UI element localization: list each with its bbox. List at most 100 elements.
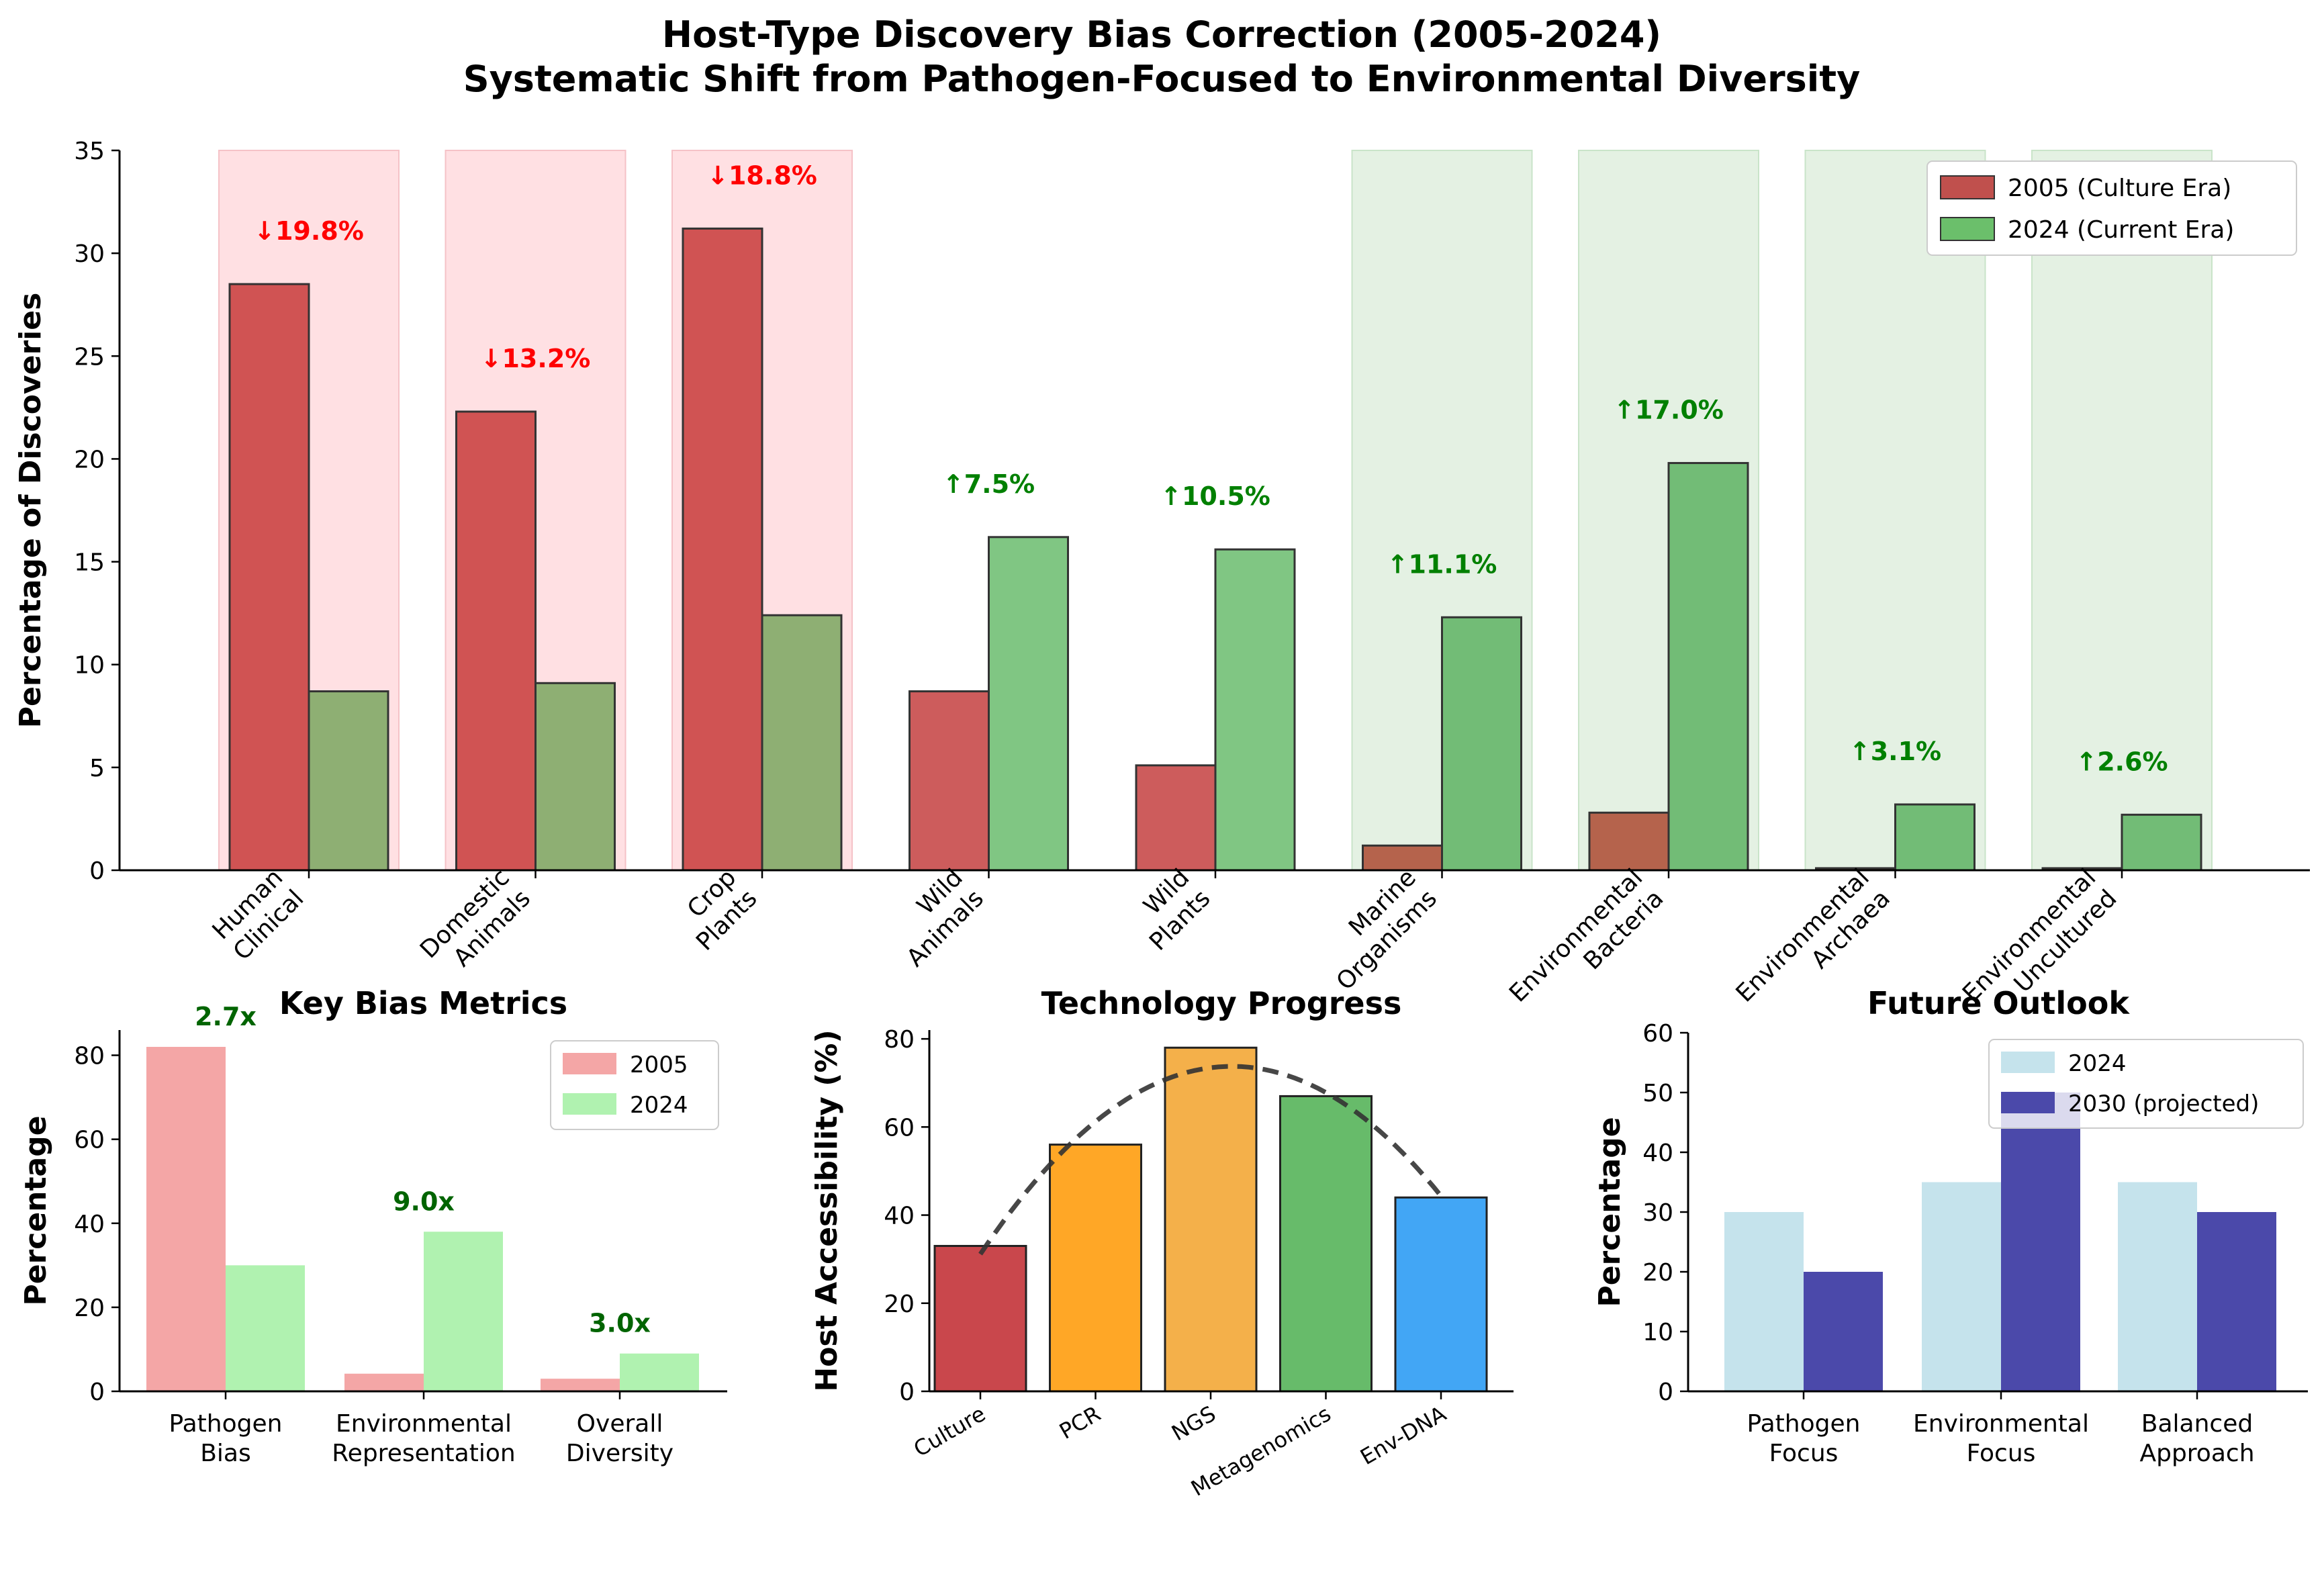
bar-2030-projected xyxy=(1804,1272,1883,1391)
y-tick-label: 0 xyxy=(89,1379,105,1406)
bar-2005 xyxy=(1588,811,1670,872)
y-tick-label: 0 xyxy=(89,857,105,885)
category-shade xyxy=(2031,150,2213,871)
x-tick-label: Pathogen xyxy=(1747,1410,1861,1438)
ratio-label: 3.0x xyxy=(589,1309,651,1338)
y-tick-label: 15 xyxy=(74,549,105,577)
change-label: ↑2.6% xyxy=(2076,747,2168,776)
y-tick-label: 35 xyxy=(74,138,105,165)
y-tick-label: 40 xyxy=(1642,1140,1673,1167)
x-tick-label: Focus xyxy=(1769,1440,1839,1467)
legend: 2005 (Culture Era) 2024 (Current Era) xyxy=(1926,160,2297,256)
y-tick-label: 0 xyxy=(899,1379,915,1406)
bar-2024 xyxy=(1667,462,1749,872)
x-tick-label: Environmental xyxy=(336,1410,512,1438)
legend-label: 2005 xyxy=(630,1052,688,1078)
bar-2024 xyxy=(2118,1182,2197,1391)
panel-title: Future Outlook xyxy=(1867,985,2130,1021)
legend-label: 2005 (Culture Era) xyxy=(2008,175,2231,202)
y-tick-label: 60 xyxy=(884,1114,915,1142)
bar-2024 xyxy=(226,1265,305,1391)
change-label: ↑10.5% xyxy=(1160,481,1270,511)
y-tick-label: 40 xyxy=(74,1211,105,1238)
legend-swatch xyxy=(1940,217,1995,241)
legend-label: 2024 xyxy=(630,1092,688,1119)
change-label: ↑11.1% xyxy=(1387,549,1497,579)
legend-swatch xyxy=(563,1053,616,1074)
y-axis-label: Percentage xyxy=(1593,1117,1627,1307)
tech-bar xyxy=(1279,1095,1373,1393)
y-tick-label: 40 xyxy=(884,1203,915,1230)
change-label: ↑3.1% xyxy=(1849,737,1941,766)
legend-swatch xyxy=(2001,1092,2055,1113)
bar-2005 xyxy=(344,1373,424,1391)
y-axis-label: Percentage of Discoveries xyxy=(13,293,48,729)
bar-2024 xyxy=(1724,1212,1804,1391)
trend-line xyxy=(978,1064,1443,1256)
y-axis-label: Host Accessibility (%) xyxy=(810,1029,844,1391)
bar-2024 xyxy=(424,1232,503,1391)
bar-2024 xyxy=(620,1353,699,1391)
y-tick-label: 0 xyxy=(1658,1379,1673,1406)
x-tick-label: Focus xyxy=(1967,1440,2036,1467)
legend-frame xyxy=(1988,1039,2304,1129)
legend-frame xyxy=(1926,160,2297,256)
bar-2024 xyxy=(1441,616,1522,872)
bar-2005 xyxy=(682,227,763,872)
bar-2024 xyxy=(988,536,1069,872)
y-tick-label: 25 xyxy=(74,343,105,371)
bar-2005 xyxy=(1135,764,1217,872)
ratio-label: 9.0x xyxy=(393,1187,455,1216)
bar-2005 xyxy=(146,1047,226,1391)
y-tick-label: 30 xyxy=(1642,1199,1673,1227)
bar-2024 xyxy=(1214,548,1296,872)
x-tick-label: Environmental xyxy=(1913,1410,2089,1438)
x-tick-label: Diversity xyxy=(566,1440,673,1467)
y-tick-label: 60 xyxy=(1642,1020,1673,1048)
figure-title-line1: Host-Type Discovery Bias Correction (200… xyxy=(662,13,1661,56)
bar-2005 xyxy=(909,690,990,872)
figure-title-line2: Systematic Shift from Pathogen-Focused t… xyxy=(463,58,1861,100)
y-tick-label: 60 xyxy=(74,1127,105,1154)
x-tick-label: Env-DNA xyxy=(1356,1401,1450,1470)
legend-label: 2024 (Current Era) xyxy=(2008,216,2234,244)
y-tick-label: 20 xyxy=(74,1295,105,1322)
future-outlook-chart: Future OutlookPathogenFocusEnvironmental… xyxy=(1593,985,2308,1467)
bar-2005 xyxy=(228,283,310,872)
tech-bar xyxy=(933,1244,1027,1393)
y-tick-label: 10 xyxy=(74,652,105,680)
change-label: ↑7.5% xyxy=(943,469,1035,499)
bar-2024 xyxy=(2121,813,2202,872)
bar-2030-projected xyxy=(2001,1093,2080,1391)
tech-bar xyxy=(1394,1196,1488,1393)
y-tick-label: 10 xyxy=(1642,1319,1673,1346)
bar-2024 xyxy=(1922,1182,2001,1391)
bar-2024 xyxy=(1894,803,1976,872)
change-label: ↓18.8% xyxy=(707,160,817,190)
y-tick-label: 20 xyxy=(884,1291,915,1318)
bar-2024 xyxy=(534,682,616,872)
y-tick-label: 80 xyxy=(884,1026,915,1054)
y-tick-label: 30 xyxy=(74,240,105,268)
x-tick-label: NGS xyxy=(1167,1401,1220,1446)
tech-bar xyxy=(1164,1046,1258,1393)
bar-2005 xyxy=(541,1379,620,1391)
bar-2024 xyxy=(761,614,843,872)
y-tick-label: 80 xyxy=(74,1043,105,1070)
legend-swatch xyxy=(2001,1052,2055,1073)
legend-label: 2030 (projected) xyxy=(2068,1090,2259,1117)
x-tick-label: Bias xyxy=(200,1440,251,1467)
x-tick-label: Approach xyxy=(2139,1440,2254,1467)
change-label: ↓19.8% xyxy=(254,216,364,246)
legend-swatch xyxy=(563,1093,616,1115)
y-tick-label: 20 xyxy=(74,446,105,473)
legend: 2024 2030 (projected) xyxy=(1988,1039,2304,1129)
